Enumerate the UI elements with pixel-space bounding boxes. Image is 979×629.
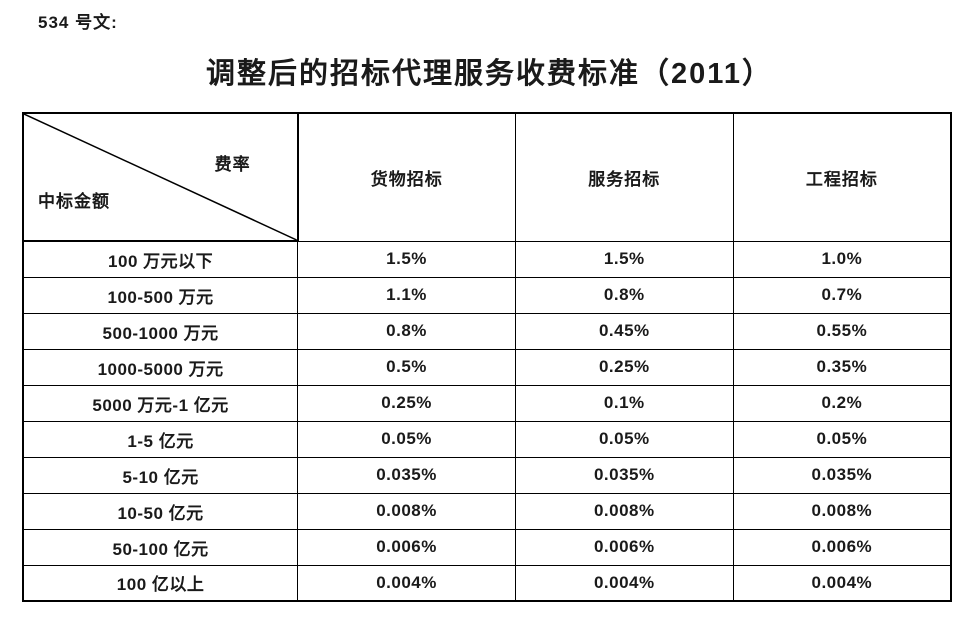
rate-cell: 1.1% bbox=[297, 276, 516, 314]
amount-cell: 100 万元以下 bbox=[22, 240, 299, 278]
corner-label-rate: 费率 bbox=[214, 155, 251, 174]
table-row: 1000-5000 万元 0.5% 0.25% 0.35% bbox=[22, 348, 952, 386]
column-header-engineering: 工程招标 bbox=[732, 112, 952, 242]
diagonal-divider-line bbox=[24, 114, 297, 240]
rate-cell: 0.006% bbox=[732, 528, 952, 566]
amount-cell: 1-5 亿元 bbox=[22, 420, 299, 458]
amount-cell: 5-10 亿元 bbox=[22, 456, 299, 494]
rate-cell: 0.035% bbox=[514, 456, 734, 494]
rate-cell: 0.008% bbox=[514, 492, 734, 530]
table-row: 100-500 万元 1.1% 0.8% 0.7% bbox=[22, 276, 952, 314]
rate-cell: 1.5% bbox=[297, 240, 516, 278]
rate-cell: 0.2% bbox=[732, 384, 952, 422]
amount-cell: 1000-5000 万元 bbox=[22, 348, 299, 386]
header-row: 费率 中标金额 货物招标 服务招标 工程招标 bbox=[22, 112, 952, 242]
rate-cell: 0.5% bbox=[297, 348, 516, 386]
rate-cell: 0.004% bbox=[514, 564, 734, 602]
rate-cell: 0.004% bbox=[297, 564, 516, 602]
rate-cell: 0.55% bbox=[732, 312, 952, 350]
rate-cell: 1.0% bbox=[732, 240, 952, 278]
table-header: 费率 中标金额 货物招标 服务招标 工程招标 bbox=[22, 112, 952, 242]
rate-cell: 0.25% bbox=[297, 384, 516, 422]
rate-cell: 0.05% bbox=[297, 420, 516, 458]
corner-header-cell: 费率 中标金额 bbox=[22, 112, 299, 242]
rate-cell: 0.006% bbox=[297, 528, 516, 566]
rate-cell: 0.004% bbox=[732, 564, 952, 602]
page-title: 调整后的招标代理服务收费标准（2011） bbox=[206, 58, 773, 90]
amount-cell: 500-1000 万元 bbox=[22, 312, 299, 350]
rate-cell: 0.1% bbox=[514, 384, 734, 422]
amount-cell: 5000 万元-1 亿元 bbox=[22, 384, 299, 422]
rate-cell: 0.006% bbox=[514, 528, 734, 566]
rate-cell: 1.5% bbox=[514, 240, 734, 278]
fee-rate-table: 费率 中标金额 货物招标 服务招标 工程招标 100 万元以下 1.5% 1.5% 1… bbox=[22, 112, 952, 602]
amount-cell: 100 亿以上 bbox=[22, 564, 299, 602]
fee-table-body: 100 万元以下 1.5% 1.5% 1.0% 100-500 万元 1.1% 0.8% 0.… bbox=[22, 240, 952, 602]
rate-cell: 0.05% bbox=[514, 420, 734, 458]
table-row: 5-10 亿元 0.035% 0.035% 0.035% bbox=[22, 456, 952, 494]
amount-cell: 50-100 亿元 bbox=[22, 528, 299, 566]
table-row: 100 亿以上 0.004% 0.004% 0.004% bbox=[22, 564, 952, 602]
corner-label-amount: 中标金额 bbox=[38, 192, 110, 211]
rate-cell: 0.8% bbox=[514, 276, 734, 314]
column-header-goods: 货物招标 bbox=[297, 112, 516, 242]
rate-cell: 0.035% bbox=[732, 456, 952, 494]
rate-cell: 0.035% bbox=[297, 456, 516, 494]
rate-cell: 0.35% bbox=[732, 348, 952, 386]
table-row: 50-100 亿元 0.006% 0.006% 0.006% bbox=[22, 528, 952, 566]
column-header-service: 服务招标 bbox=[514, 112, 734, 242]
amount-cell: 10-50 亿元 bbox=[22, 492, 299, 530]
rate-cell: 0.05% bbox=[732, 420, 952, 458]
table-row: 100 万元以下 1.5% 1.5% 1.0% bbox=[22, 240, 952, 278]
doc-number-label: 534 号文: bbox=[38, 13, 118, 32]
amount-cell: 100-500 万元 bbox=[22, 276, 299, 314]
rate-cell: 0.25% bbox=[514, 348, 734, 386]
table-row: 10-50 亿元 0.008% 0.008% 0.008% bbox=[22, 492, 952, 530]
rate-cell: 0.8% bbox=[297, 312, 516, 350]
rate-cell: 0.45% bbox=[514, 312, 734, 350]
rate-cell: 0.008% bbox=[297, 492, 516, 530]
table-row: 5000 万元-1 亿元 0.25% 0.1% 0.2% bbox=[22, 384, 952, 422]
table-row: 500-1000 万元 0.8% 0.45% 0.55% bbox=[22, 312, 952, 350]
rate-cell: 0.008% bbox=[732, 492, 952, 530]
rate-cell: 0.7% bbox=[732, 276, 952, 314]
table-row: 1-5 亿元 0.05% 0.05% 0.05% bbox=[22, 420, 952, 458]
